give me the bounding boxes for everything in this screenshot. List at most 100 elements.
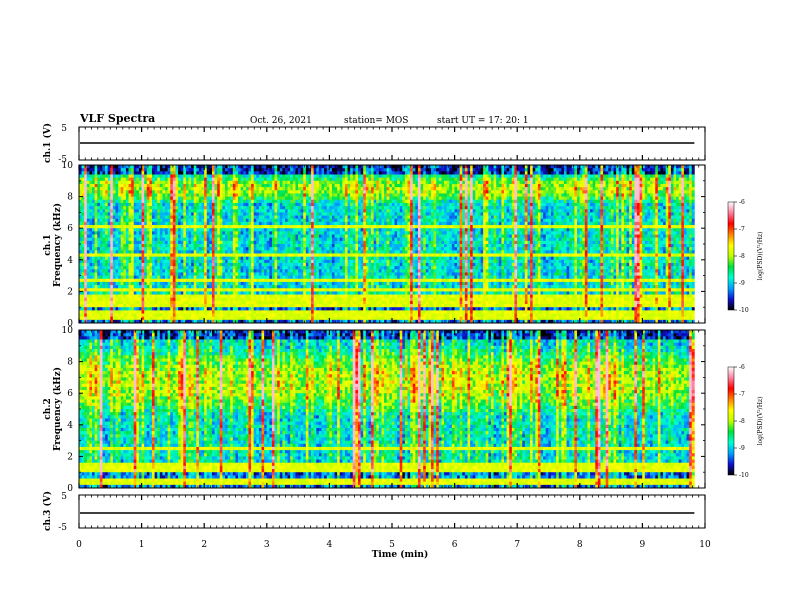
spectrogram-cell: [87, 174, 90, 178]
spectrogram-cell: [282, 197, 285, 201]
spectrogram-cell: [82, 228, 85, 232]
spectrogram-cell: [230, 193, 233, 197]
spectrogram-cell: [89, 279, 92, 283]
spectrogram-cell: [288, 250, 291, 254]
spectrogram-cell: [233, 187, 236, 191]
spectrogram-cell: [92, 288, 95, 292]
spectrogram-cell: [220, 250, 223, 254]
spectrogram-cell: [314, 165, 317, 169]
spectrogram-cell: [126, 203, 129, 207]
spectrogram-cell: [301, 225, 304, 229]
spectrogram-cell: [321, 295, 324, 299]
spectrogram-cell: [173, 228, 176, 232]
spectrogram-cell: [311, 295, 314, 299]
spectrogram-cell: [262, 298, 265, 302]
spectrogram-cell: [290, 181, 293, 185]
spectrogram-cell: [196, 212, 199, 216]
spectrogram-cell: [121, 257, 124, 261]
spectrogram-cell: [136, 257, 139, 261]
spectrogram-cell: [264, 301, 267, 305]
spectrogram-cell: [225, 222, 228, 226]
spectrogram-cell: [259, 238, 262, 242]
spectrogram-cell: [175, 257, 178, 261]
spectrogram-cell: [87, 247, 90, 251]
spectrogram-cell: [306, 225, 309, 229]
spectrogram-cell: [123, 291, 126, 295]
spectrogram-cell: [121, 295, 124, 299]
spectrogram-cell: [110, 317, 113, 321]
spectrogram-cell: [298, 282, 301, 286]
spectrogram-cell: [175, 165, 178, 169]
spectrogram-cell: [191, 257, 194, 261]
spectrogram-cell: [194, 317, 197, 321]
spectrogram-cell: [235, 304, 238, 308]
spectrogram-cell: [168, 272, 171, 276]
spectrogram-cell: [248, 276, 251, 280]
spectrogram-cell: [209, 168, 212, 172]
spectrogram-cell: [139, 304, 142, 308]
spectrogram-cell: [314, 212, 317, 216]
spectrogram-cell: [241, 301, 244, 305]
spectrogram-cell: [102, 203, 105, 207]
spectrogram-cell: [259, 228, 262, 232]
spectrogram-cell: [155, 228, 158, 232]
spectrogram-cell: [288, 190, 291, 194]
spectrogram-cell: [126, 257, 129, 261]
spectrogram-cell: [321, 190, 324, 194]
spectrogram-cell: [259, 216, 262, 220]
spectrogram-cell: [116, 209, 119, 213]
spectrogram-cell: [259, 171, 262, 175]
spectrogram-cell: [251, 187, 254, 191]
spectrogram-cell: [202, 314, 205, 318]
spectrogram-cell: [160, 171, 163, 175]
spectrogram-cell: [217, 269, 220, 273]
spectrogram-cell: [251, 193, 254, 197]
spectrogram-cell: [144, 285, 147, 289]
spectrogram-cell: [285, 276, 288, 280]
spectrogram-cell: [173, 216, 176, 220]
spectrogram-cell: [121, 310, 124, 314]
spectrogram-cell: [290, 291, 293, 295]
spectrogram-cell: [209, 282, 212, 286]
spectrogram-cell: [314, 276, 317, 280]
spectrogram-cell: [272, 301, 275, 305]
spectrogram-cell: [102, 184, 105, 188]
spectrogram-cell: [108, 178, 111, 182]
spectrogram-cell: [149, 291, 152, 295]
spectrogram-cell: [275, 282, 278, 286]
spectrogram-cell: [178, 222, 181, 226]
spectrogram-cell: [102, 301, 105, 305]
spectrogram-cell: [155, 257, 158, 261]
spectrogram-cell: [293, 168, 296, 172]
spectrogram-cell: [165, 222, 168, 226]
spectrogram-cell: [301, 231, 304, 235]
spectrogram-cell: [126, 241, 129, 245]
spectrogram-cell: [306, 181, 309, 185]
spectrogram-cell: [306, 193, 309, 197]
spectrogram-cell: [121, 247, 124, 251]
spectrogram-cell: [82, 301, 85, 305]
spectrogram-cell: [134, 250, 137, 254]
spectrogram-cell: [118, 244, 121, 248]
spectrogram-cell: [248, 197, 251, 201]
spectrogram-cell: [175, 225, 178, 229]
spectrogram-cell: [241, 222, 244, 226]
spectrogram-cell: [314, 231, 317, 235]
spectrogram-cell: [233, 206, 236, 210]
spectrogram-cell: [118, 263, 121, 267]
spectrogram-cell: [230, 235, 233, 239]
spectrogram-cell: [241, 200, 244, 204]
spectrogram-cell: [295, 222, 298, 226]
spectrogram-cell: [100, 291, 103, 295]
spectrogram-cell: [324, 197, 327, 201]
spectrogram-cell: [196, 203, 199, 207]
spectrogram-cell: [280, 216, 283, 220]
spectrogram-cell: [298, 225, 301, 229]
spectrogram-cell: [129, 314, 132, 318]
spectrogram-cell: [147, 301, 150, 305]
spectrogram-cell: [89, 203, 92, 207]
spectrogram-cell: [129, 228, 132, 232]
spectrogram-cell: [186, 216, 189, 220]
spectrogram-cell: [321, 257, 324, 261]
spectrogram-cell: [256, 238, 259, 242]
